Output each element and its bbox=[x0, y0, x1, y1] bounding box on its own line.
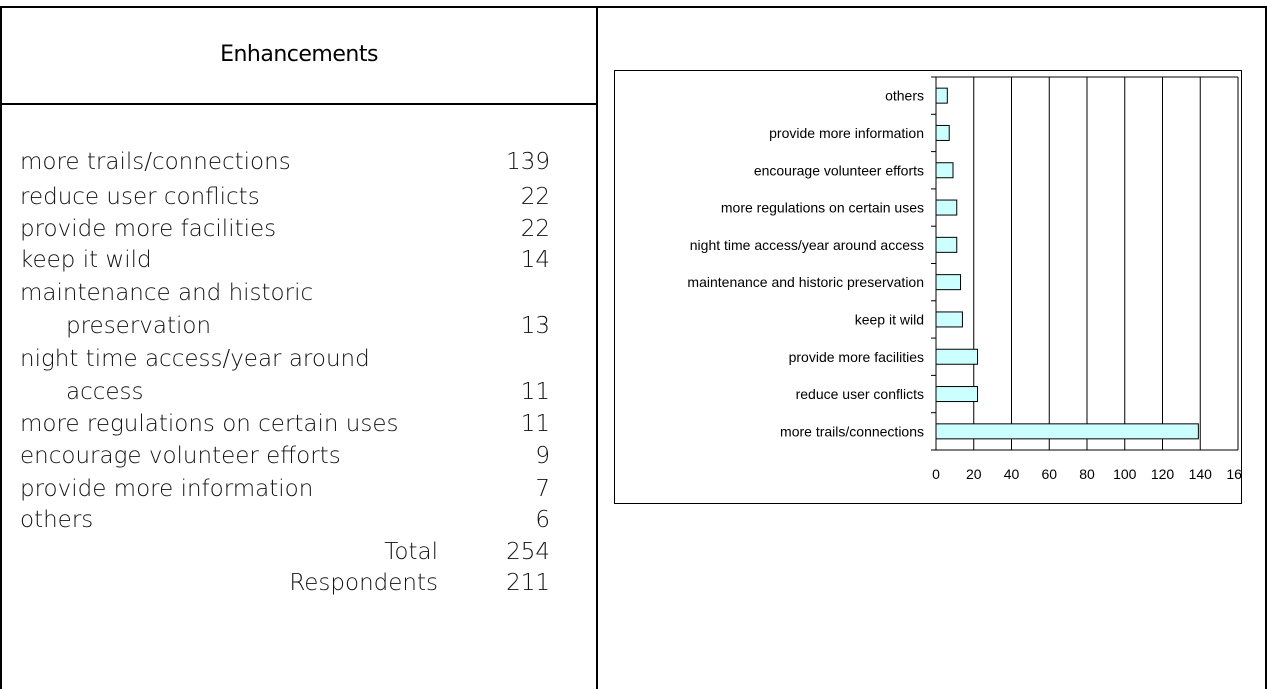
item-value: 22 bbox=[520, 216, 550, 242]
item-label: others bbox=[20, 507, 94, 533]
bar bbox=[935, 87, 948, 104]
bar bbox=[935, 274, 962, 291]
list-item: keep it wild 14 bbox=[20, 245, 550, 275]
list-item: night time access/year around bbox=[20, 344, 550, 374]
category-label: provide more facilities bbox=[789, 349, 924, 365]
item-label: encourage volunteer efforts bbox=[20, 443, 341, 469]
table-border-right bbox=[1265, 6, 1267, 689]
x-tick-label: 80 bbox=[1079, 466, 1095, 482]
bar bbox=[935, 236, 958, 253]
chart-frame bbox=[614, 70, 1242, 504]
category-label: night time access/year around access bbox=[690, 237, 924, 253]
total-label: Total bbox=[384, 539, 438, 565]
x-tick-label: 20 bbox=[966, 466, 982, 482]
item-label: provide more facilities bbox=[20, 216, 277, 242]
x-tick-label: 120 bbox=[1151, 466, 1175, 482]
list-item: more trails/connections 139 bbox=[20, 147, 550, 177]
x-tick-label: 40 bbox=[1004, 466, 1020, 482]
category-label: others bbox=[885, 88, 924, 104]
respondents-label: Respondents bbox=[289, 570, 438, 596]
list-item: reduce user conflicts 22 bbox=[20, 182, 550, 212]
table-border-middle bbox=[596, 6, 598, 689]
category-label: encourage volunteer efforts bbox=[754, 162, 924, 178]
list-item: more regulations on certain uses 11 bbox=[20, 409, 550, 439]
category-label: provide more information bbox=[769, 125, 924, 141]
item-label: keep it wild bbox=[20, 247, 152, 273]
bar bbox=[935, 348, 979, 365]
bar bbox=[935, 311, 963, 328]
list-item: provide more information 7 bbox=[20, 474, 550, 504]
total-value: 254 bbox=[506, 539, 550, 565]
item-label: night time access/year around bbox=[20, 346, 370, 372]
table-border-left bbox=[0, 6, 2, 689]
total-row: Total 254 bbox=[20, 537, 550, 567]
item-value: 6 bbox=[535, 507, 550, 533]
x-tick-label: 60 bbox=[1041, 466, 1057, 482]
list-item-continued: access 11 bbox=[20, 377, 550, 407]
list-item: provide more facilities 22 bbox=[20, 214, 550, 244]
item-value: 7 bbox=[535, 476, 550, 502]
x-tick-label: 100 bbox=[1113, 466, 1137, 482]
list-item: others 6 bbox=[20, 505, 550, 535]
x-tick-label: 160 bbox=[1226, 466, 1242, 482]
category-label: more regulations on certain uses bbox=[721, 200, 924, 216]
item-value: 22 bbox=[520, 184, 550, 210]
item-value: 9 bbox=[535, 443, 550, 469]
item-label: more trails/connections bbox=[20, 149, 291, 175]
item-value: 139 bbox=[506, 149, 550, 175]
bar bbox=[935, 423, 1199, 440]
item-value: 13 bbox=[520, 313, 550, 339]
bar bbox=[935, 124, 950, 141]
table-heading: Enhancements bbox=[220, 42, 378, 67]
category-label: reduce user conflicts bbox=[796, 386, 924, 402]
bar-chart: 0 20 40 60 80 100 120 140 160 more trails/connect… bbox=[687, 76, 1242, 482]
x-tick-label: 0 bbox=[932, 466, 940, 482]
item-label-continued: access bbox=[66, 379, 144, 405]
item-value: 11 bbox=[520, 411, 550, 437]
table-header-divider bbox=[0, 103, 597, 105]
item-value: 11 bbox=[520, 379, 550, 405]
x-tick-label: 140 bbox=[1189, 466, 1213, 482]
item-value: 14 bbox=[520, 247, 550, 273]
respondents-row: Respondents 211 bbox=[20, 568, 550, 598]
bar bbox=[935, 386, 979, 403]
respondents-value: 211 bbox=[506, 570, 550, 596]
list-item-continued: preservation 13 bbox=[20, 311, 550, 341]
list-item: encourage volunteer efforts 9 bbox=[20, 441, 550, 471]
list-item: maintenance and historic bbox=[20, 278, 550, 308]
item-label: maintenance and historic bbox=[20, 280, 314, 306]
table-border-top bbox=[0, 6, 1267, 8]
item-label: provide more information bbox=[20, 476, 314, 502]
bar bbox=[935, 199, 958, 216]
category-label: maintenance and historic preservation bbox=[687, 274, 924, 290]
item-label-continued: preservation bbox=[66, 313, 212, 339]
category-label: keep it wild bbox=[855, 311, 924, 327]
bar bbox=[935, 162, 954, 179]
item-label: more regulations on certain uses bbox=[20, 411, 399, 437]
category-label: more trails/connections bbox=[780, 423, 924, 439]
item-label: reduce user conflicts bbox=[20, 184, 260, 210]
